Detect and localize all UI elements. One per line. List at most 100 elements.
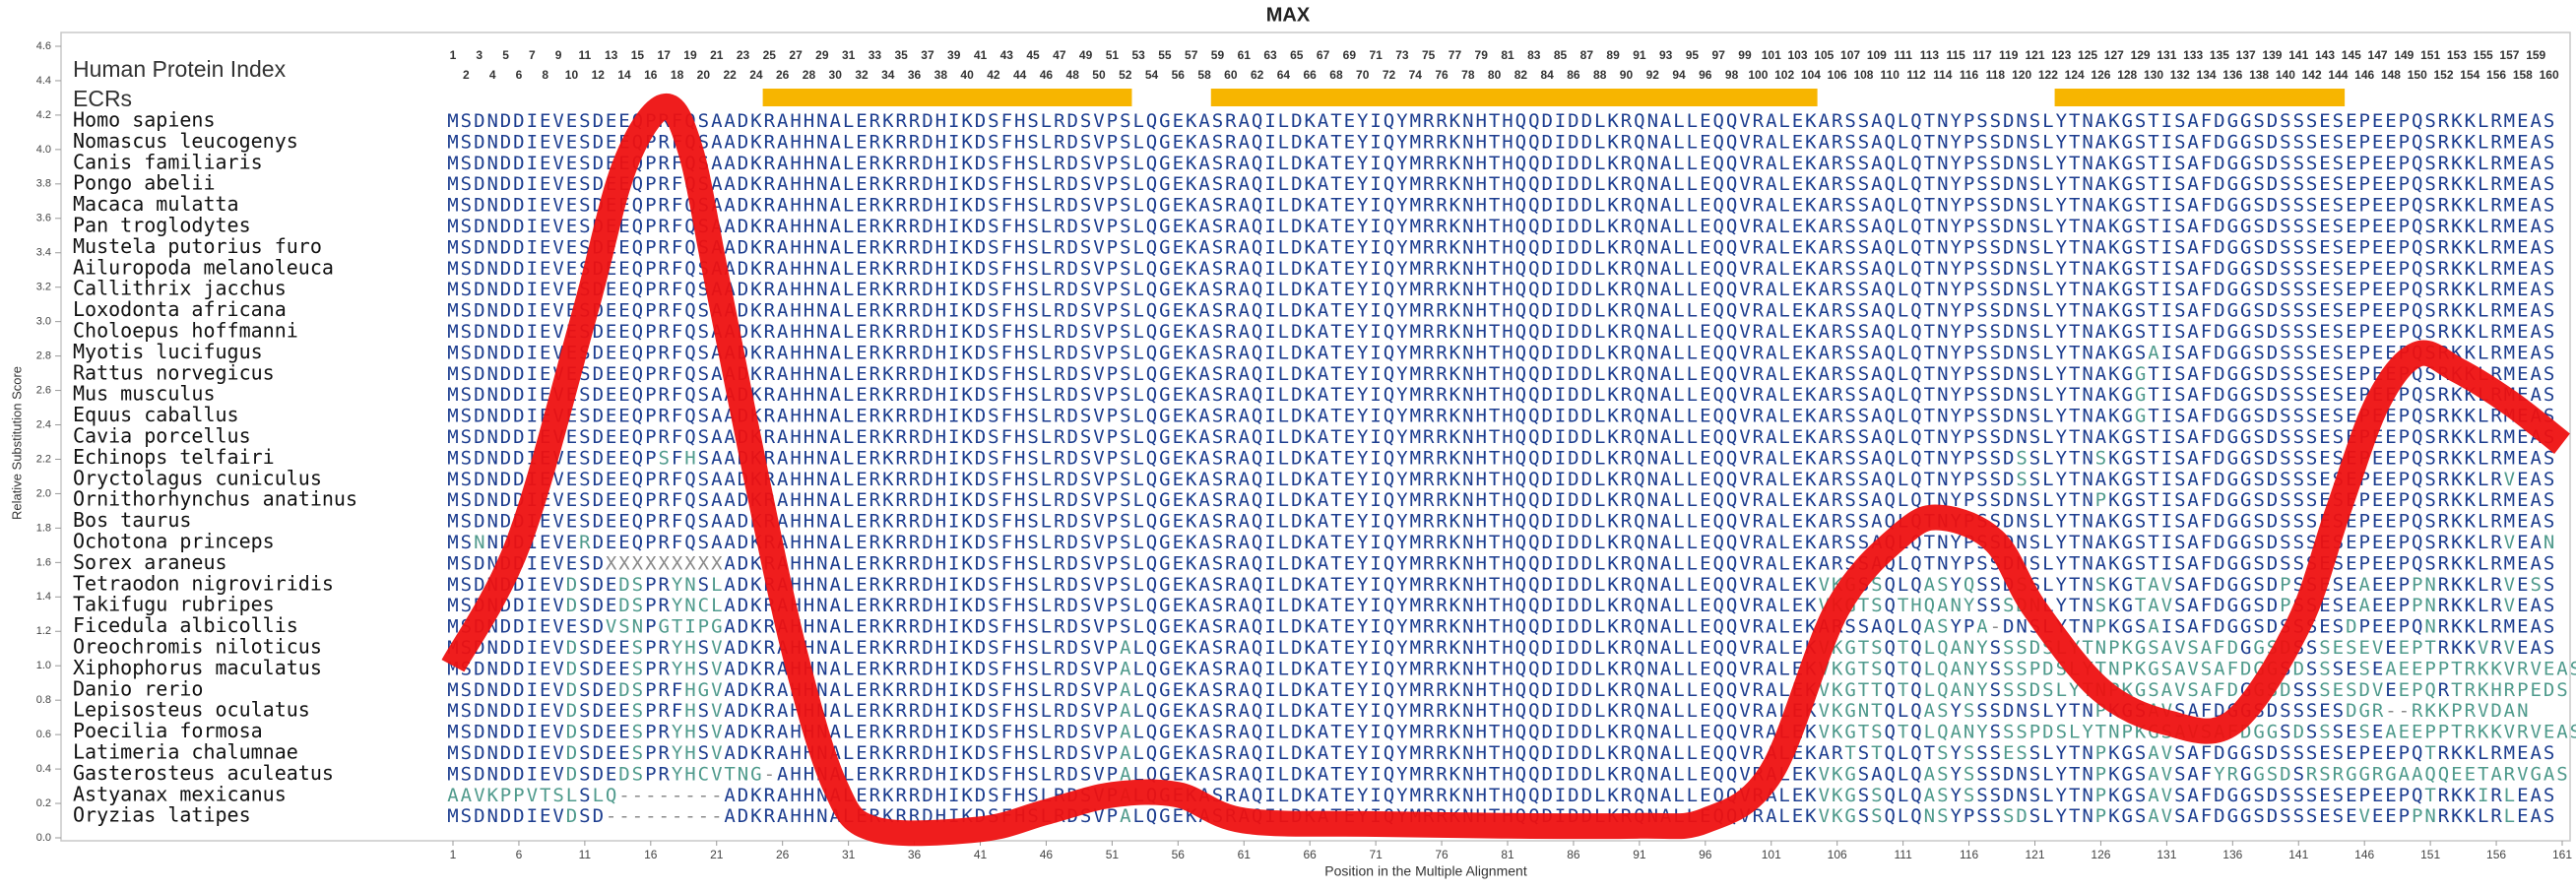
residues: A bbox=[1976, 615, 1988, 637]
residues: SAQLQ bbox=[1858, 763, 1922, 785]
position-label: 138 bbox=[2249, 68, 2269, 82]
position-label: 35 bbox=[894, 48, 908, 62]
residues: S bbox=[2095, 573, 2106, 595]
residues: E bbox=[2517, 573, 2528, 595]
residues: ES bbox=[2003, 742, 2028, 764]
residues: A bbox=[1120, 763, 1131, 785]
position-label: 29 bbox=[815, 48, 829, 62]
residues: LQGEKASRAQILDKATEYIQYMRRKNHTHQQDIDDLKRQN… bbox=[1132, 721, 1817, 742]
position-label: 70 bbox=[1356, 68, 1370, 82]
x-tick-label: 71 bbox=[1369, 848, 1383, 861]
residues: PN bbox=[2412, 805, 2436, 827]
position-label: 9 bbox=[555, 48, 562, 62]
residues: P bbox=[2280, 595, 2290, 616]
y-tick-label: 0.2 bbox=[36, 797, 51, 809]
residues: SDEE bbox=[579, 742, 630, 764]
position-label: 114 bbox=[1933, 68, 1953, 82]
position-label: 31 bbox=[842, 48, 856, 62]
position-label: 151 bbox=[2420, 48, 2440, 62]
residues: -------- bbox=[618, 784, 722, 805]
residues: MSDNDDIEVESDEEQPRFQSAADKRAHHNALERKRRDHIK… bbox=[447, 384, 2133, 406]
position-label: 17 bbox=[658, 48, 672, 62]
species-name: Sorex araneus bbox=[73, 550, 227, 574]
position-label: 64 bbox=[1277, 68, 1291, 82]
position-label: 11 bbox=[579, 48, 592, 62]
x-tick-label: 81 bbox=[1501, 848, 1514, 861]
residues: AV bbox=[2148, 805, 2172, 827]
residues: S bbox=[2016, 447, 2027, 469]
residues: VKGNT bbox=[1819, 700, 1883, 722]
residues: E bbox=[2372, 658, 2383, 679]
residues: VKGTT bbox=[1819, 678, 1883, 700]
residues: LQANY bbox=[1924, 637, 1989, 659]
position-label: 98 bbox=[1725, 68, 1739, 82]
position-label: 25 bbox=[763, 48, 777, 62]
position-label: 143 bbox=[2315, 48, 2335, 62]
residues: V bbox=[2478, 637, 2488, 659]
x-tick-label: 41 bbox=[974, 848, 988, 861]
position-label: 110 bbox=[1881, 68, 1900, 82]
position-label: 65 bbox=[1290, 48, 1304, 62]
residues: S bbox=[2095, 447, 2106, 469]
position-label: 84 bbox=[1540, 68, 1554, 82]
residues: P bbox=[2095, 489, 2106, 511]
residues: MSDNDDIEVESDEEQPRFQSAADKRAHHNALERKRRDHIK… bbox=[447, 468, 2014, 489]
residues: MSDNDDIEV bbox=[447, 742, 564, 764]
residues: AEEPPTRKKVRVEAS bbox=[2385, 658, 2576, 679]
x-tick-label: 26 bbox=[776, 848, 790, 861]
x-axis-label: Position in the Multiple Alignment bbox=[1324, 863, 1527, 879]
position-label: 42 bbox=[987, 68, 1000, 82]
residues: S bbox=[1858, 784, 1869, 805]
position-label: 4 bbox=[489, 68, 496, 82]
residues: S bbox=[2280, 721, 2290, 742]
residues: YH bbox=[672, 658, 696, 679]
position-label: 93 bbox=[1659, 48, 1673, 62]
y-tick-label: 2.2 bbox=[36, 453, 51, 465]
x-tick-label: 151 bbox=[2420, 848, 2440, 861]
residues: PRF bbox=[645, 700, 682, 722]
position-label: 59 bbox=[1211, 48, 1225, 62]
residues: MSDNDDIEV bbox=[447, 678, 564, 700]
residues: -- bbox=[2385, 700, 2410, 722]
ecr-bar bbox=[762, 89, 1132, 106]
residues: Q bbox=[1884, 637, 1895, 659]
y-tick-label: 0.6 bbox=[36, 729, 51, 740]
residues: V bbox=[2504, 595, 2515, 616]
position-label: 54 bbox=[1145, 68, 1159, 82]
residues: RKKLR bbox=[2438, 573, 2503, 595]
residues: V bbox=[2504, 637, 2515, 659]
position-label: 154 bbox=[2460, 68, 2479, 82]
residues: A bbox=[2148, 615, 2159, 637]
residues: ISAFDGGSDSSSES bbox=[2161, 615, 2344, 637]
residues: P bbox=[2095, 805, 2106, 827]
position-label: 10 bbox=[565, 68, 579, 82]
index-label: Human Protein Index bbox=[73, 56, 287, 82]
position-label: 116 bbox=[1960, 68, 1979, 82]
species-name: Gasterosteus aculeatus bbox=[73, 761, 334, 785]
residues: VKGTS bbox=[1819, 658, 1883, 679]
y-tick-label: 2.8 bbox=[36, 350, 51, 362]
position-label: 43 bbox=[1000, 48, 1014, 62]
residues: GTIPG bbox=[658, 615, 722, 637]
residues: T bbox=[1898, 637, 1908, 659]
position-label: 34 bbox=[881, 68, 895, 82]
residues: A bbox=[2148, 342, 2159, 363]
species-name: Macaca mulatta bbox=[73, 192, 239, 216]
position-label: 38 bbox=[934, 68, 948, 82]
residues: SAF bbox=[2174, 763, 2212, 785]
position-label: 94 bbox=[1672, 68, 1686, 82]
y-tick-label: 4.6 bbox=[36, 40, 51, 52]
position-label: 115 bbox=[1946, 48, 1965, 62]
residues: PR bbox=[645, 721, 670, 742]
residues: E bbox=[2372, 721, 2383, 742]
species-name: Callithrix jacchus bbox=[73, 277, 287, 300]
residues: R bbox=[2490, 784, 2502, 805]
residues: AS bbox=[1924, 784, 1949, 805]
residues: Y bbox=[1950, 763, 1962, 785]
residues: --------- bbox=[606, 805, 723, 827]
species-name: Rattus norvegicus bbox=[73, 360, 275, 384]
residues: PRF bbox=[645, 678, 682, 700]
residues: SAFDGGSD bbox=[2174, 595, 2278, 616]
ecr-label: ECRs bbox=[73, 86, 132, 111]
residues: Y bbox=[1950, 742, 1962, 764]
